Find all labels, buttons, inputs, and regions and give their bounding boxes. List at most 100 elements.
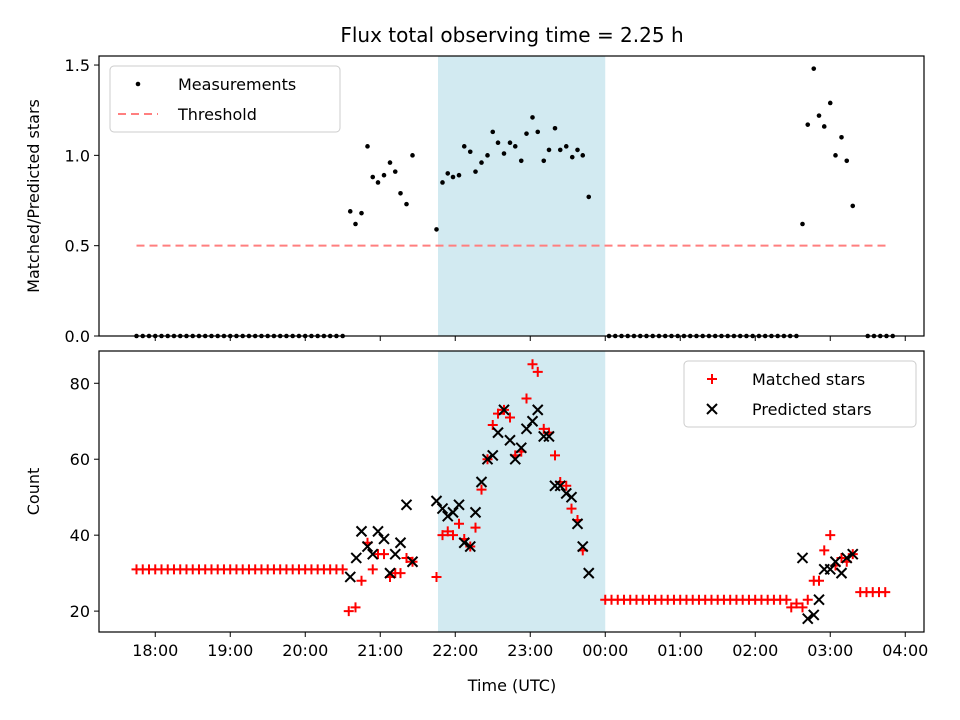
x-axis-label: Time (UTC) xyxy=(467,676,556,695)
data-point xyxy=(814,575,824,586)
data-point xyxy=(467,149,473,155)
data-point xyxy=(361,540,374,553)
data-point xyxy=(535,129,541,135)
data-point xyxy=(569,154,575,160)
data-point xyxy=(367,564,378,575)
data-point xyxy=(437,530,448,541)
legend: Matched stars Predicted stars xyxy=(683,360,917,428)
data-point xyxy=(501,151,507,156)
data-point xyxy=(518,158,524,164)
data-point xyxy=(521,393,532,404)
data-point xyxy=(524,131,529,136)
data-point xyxy=(802,594,813,605)
data-point xyxy=(436,502,449,515)
chart-title: Flux total observing time = 2.25 h xyxy=(340,23,683,47)
data-point xyxy=(583,567,595,579)
y-axis-label: Matched/Predicted stars xyxy=(24,99,43,293)
data-point xyxy=(847,548,859,560)
y-tick-label: 20 xyxy=(70,602,90,621)
data-point xyxy=(381,172,387,178)
data-point xyxy=(400,499,413,511)
data-point xyxy=(461,144,467,149)
data-point xyxy=(505,412,515,423)
y-tick-label: 80 xyxy=(70,374,90,393)
x-tick-label: 18:00 xyxy=(132,641,178,660)
data-point xyxy=(454,518,464,529)
data-point xyxy=(571,518,584,530)
data-point xyxy=(470,522,481,533)
data-point xyxy=(475,476,488,488)
data-point xyxy=(495,140,501,146)
x-tick-label: 22:00 xyxy=(432,641,478,660)
x-tick-label: 03:00 xyxy=(807,641,853,660)
x-tick-label: 04:00 xyxy=(882,641,928,660)
data-point xyxy=(549,480,561,492)
legend-label: Matched stars xyxy=(752,370,865,389)
x-tick-label: 23:00 xyxy=(507,641,553,660)
data-point xyxy=(406,556,419,568)
y-tick-label: 40 xyxy=(70,526,90,545)
data-point xyxy=(543,430,555,443)
data-point xyxy=(344,571,356,583)
data-point xyxy=(850,203,856,209)
data-point xyxy=(356,575,367,586)
y-tick-label: 0.0 xyxy=(65,327,90,346)
data-point xyxy=(552,125,558,131)
legend-label: Predicted stars xyxy=(752,400,872,419)
data-point xyxy=(476,484,487,495)
data-point xyxy=(365,144,370,149)
data-point xyxy=(515,442,527,454)
data-point xyxy=(833,153,838,158)
legend-label: Threshold xyxy=(177,105,257,124)
y-tick-label: 1.0 xyxy=(65,146,90,165)
ratio-panel: 0.0 0.5 1.0 1.5 Matched/Predicted stars Measu… xyxy=(24,55,925,346)
observing-window-shade xyxy=(438,56,606,336)
data-point xyxy=(577,540,589,553)
data-point xyxy=(786,602,797,613)
data-point xyxy=(485,153,490,158)
y-tick-label: 0.5 xyxy=(65,237,90,256)
data-point xyxy=(355,525,368,538)
data-point xyxy=(586,194,592,200)
data-point xyxy=(566,503,577,514)
data-point xyxy=(387,160,393,165)
data-point xyxy=(490,129,496,135)
data-point xyxy=(819,545,830,556)
data-point xyxy=(827,100,833,106)
data-point xyxy=(512,144,518,149)
x-tick-label: 21:00 xyxy=(357,641,403,660)
data-point xyxy=(816,113,822,118)
predicted-stars-series xyxy=(344,404,859,625)
data-point xyxy=(527,359,538,370)
data-point xyxy=(546,147,552,153)
data-point xyxy=(389,548,401,560)
data-point xyxy=(450,174,456,180)
data-point xyxy=(526,415,539,427)
data-point xyxy=(481,453,494,465)
data-point xyxy=(800,221,805,227)
data-point xyxy=(464,540,476,553)
data-point xyxy=(560,487,572,500)
data-point xyxy=(504,434,516,446)
data-point xyxy=(509,453,521,465)
data-point xyxy=(367,548,379,560)
data-point xyxy=(448,530,458,541)
data-point xyxy=(520,423,533,435)
data-point xyxy=(370,174,376,180)
axes-frame xyxy=(98,55,925,337)
data-point xyxy=(532,404,544,416)
data-point xyxy=(434,227,439,232)
data-point xyxy=(550,450,560,461)
data-point xyxy=(557,147,563,153)
data-point xyxy=(563,144,569,149)
data-point xyxy=(805,122,811,127)
data-point xyxy=(791,598,802,609)
x-tick-label: 20:00 xyxy=(282,641,328,660)
data-point xyxy=(473,169,478,174)
legend-swatch xyxy=(706,403,718,415)
legend-box xyxy=(109,65,341,133)
data-point xyxy=(797,602,808,613)
data-point xyxy=(835,567,848,579)
data-point xyxy=(487,449,499,462)
data-point xyxy=(384,567,396,579)
